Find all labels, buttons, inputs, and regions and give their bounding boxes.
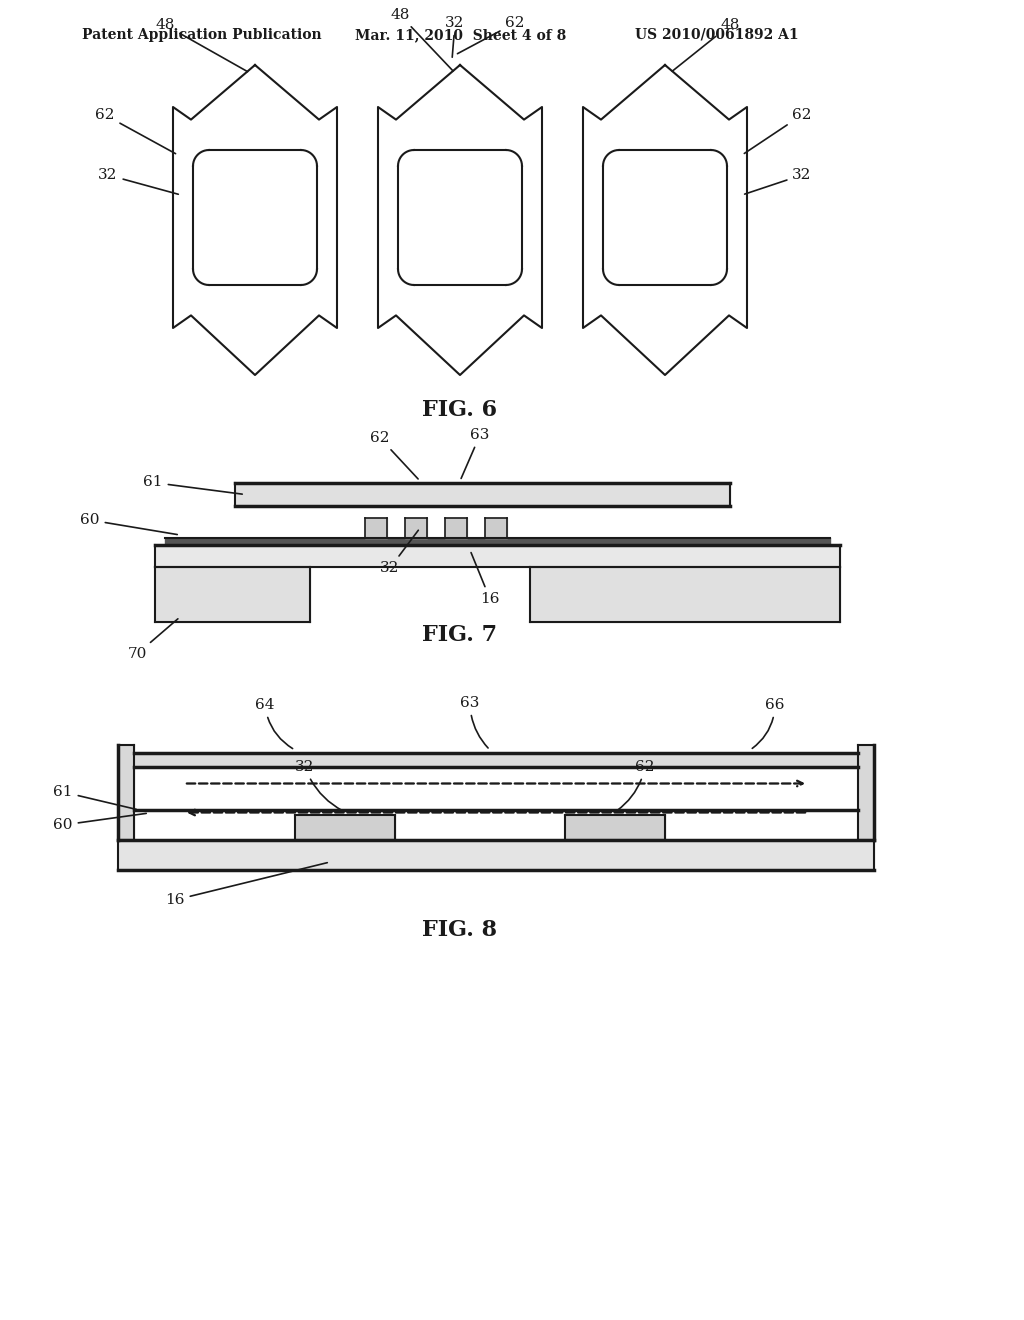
Text: Patent Application Publication: Patent Application Publication [82, 28, 322, 42]
Text: 70: 70 [127, 619, 178, 661]
Text: 62: 62 [371, 432, 418, 479]
Text: 32: 32 [295, 760, 343, 810]
Text: 32: 32 [98, 168, 178, 194]
Text: 32: 32 [380, 531, 419, 576]
Text: 61: 61 [53, 785, 136, 809]
Text: FIG. 7: FIG. 7 [423, 624, 498, 645]
Text: US 2010/0061892 A1: US 2010/0061892 A1 [635, 28, 799, 42]
Text: 66: 66 [753, 698, 784, 748]
Text: 60: 60 [80, 513, 177, 535]
Text: 16: 16 [165, 863, 328, 907]
Text: 61: 61 [143, 475, 243, 494]
Text: 48: 48 [390, 8, 453, 71]
Text: 62: 62 [95, 108, 175, 153]
Text: 64: 64 [255, 698, 293, 748]
Text: Mar. 11, 2010  Sheet 4 of 8: Mar. 11, 2010 Sheet 4 of 8 [355, 28, 566, 42]
Text: 60: 60 [53, 813, 146, 832]
Text: FIG. 6: FIG. 6 [423, 399, 498, 421]
Text: 62: 62 [744, 108, 812, 153]
Text: FIG. 8: FIG. 8 [423, 919, 498, 941]
Text: 16: 16 [471, 553, 500, 606]
Text: 63: 63 [461, 428, 489, 478]
Text: 62: 62 [458, 16, 524, 54]
Text: 63: 63 [461, 696, 488, 748]
Text: 48: 48 [156, 18, 248, 71]
Text: 62: 62 [617, 760, 654, 810]
Text: 32: 32 [744, 168, 812, 194]
Text: 48: 48 [672, 18, 739, 71]
Text: 32: 32 [445, 16, 465, 57]
